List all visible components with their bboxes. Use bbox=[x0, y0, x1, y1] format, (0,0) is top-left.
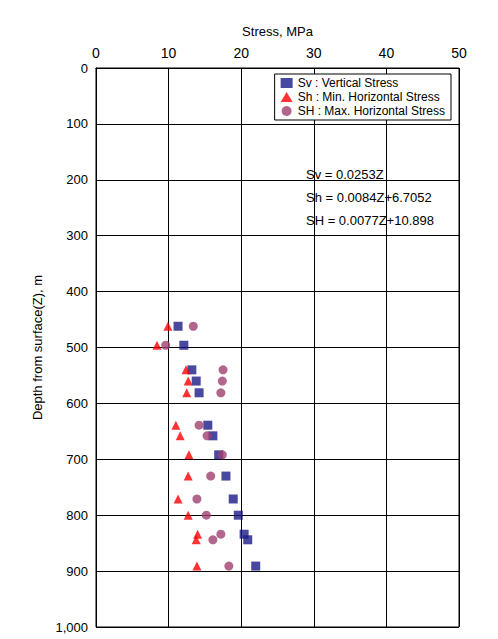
svg-text:400: 400 bbox=[66, 284, 88, 299]
svg-text:50: 50 bbox=[451, 45, 467, 61]
svg-text:Depth from surface(Z), m: Depth from surface(Z), m bbox=[30, 275, 45, 420]
svg-text:SH = 0.0077Z+10.898: SH = 0.0077Z+10.898 bbox=[306, 213, 434, 228]
svg-text:1,000: 1,000 bbox=[55, 620, 88, 635]
svg-text:900: 900 bbox=[66, 564, 88, 579]
svg-text:Stress, MPa: Stress, MPa bbox=[242, 24, 314, 39]
svg-text:SH : Max. Horizontal Stress: SH : Max. Horizontal Stress bbox=[298, 104, 445, 118]
svg-text:Sv : Vertical Stress: Sv : Vertical Stress bbox=[298, 76, 399, 90]
svg-text:500: 500 bbox=[66, 340, 88, 355]
svg-text:600: 600 bbox=[66, 396, 88, 411]
svg-text:Sv = 0.0253Z: Sv = 0.0253Z bbox=[306, 167, 384, 182]
svg-text:700: 700 bbox=[66, 452, 88, 467]
svg-text:10: 10 bbox=[161, 45, 177, 61]
svg-text:800: 800 bbox=[66, 508, 88, 523]
svg-text:40: 40 bbox=[379, 45, 395, 61]
svg-text:20: 20 bbox=[233, 45, 249, 61]
svg-text:0: 0 bbox=[81, 61, 88, 76]
svg-text:300: 300 bbox=[66, 228, 88, 243]
svg-text:200: 200 bbox=[66, 172, 88, 187]
svg-text:100: 100 bbox=[66, 116, 88, 131]
svg-text:Sh = 0.0084Z+6.7052: Sh = 0.0084Z+6.7052 bbox=[306, 190, 432, 205]
svg-text:30: 30 bbox=[306, 45, 322, 61]
svg-text:Sh : Min. Horizontal Stress: Sh : Min. Horizontal Stress bbox=[298, 90, 440, 104]
svg-text:0: 0 bbox=[92, 45, 100, 61]
